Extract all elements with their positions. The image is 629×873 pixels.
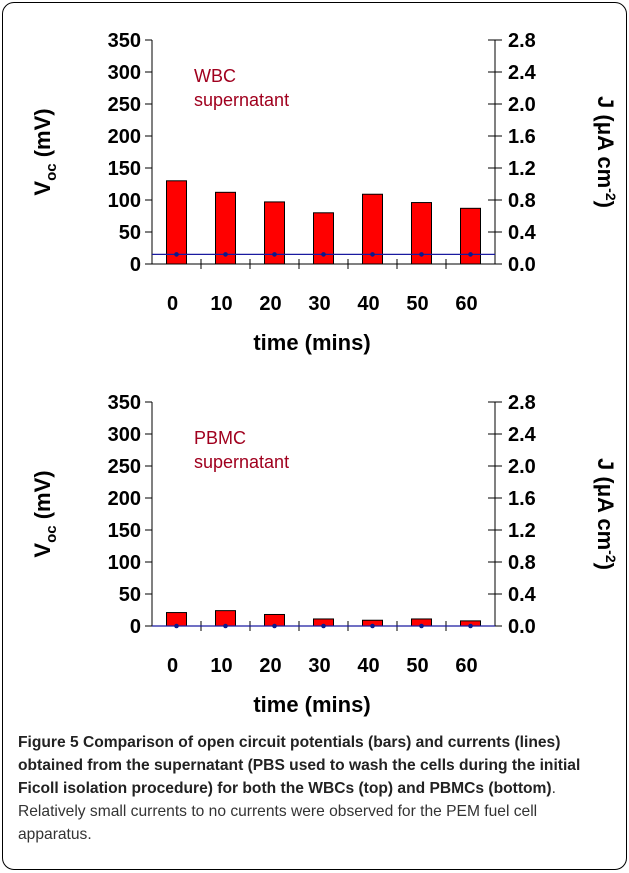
- y-tick-label: 200: [108, 126, 141, 148]
- y-tick-label: 300: [108, 62, 141, 84]
- y-tick-label: 150: [108, 520, 141, 542]
- y2-tick-label: 1.6: [508, 126, 536, 148]
- current-point-40: [370, 623, 375, 629]
- y2-axis-title: J (μA cm-2): [593, 458, 619, 570]
- chart-annotation-line: supernatant: [194, 90, 289, 110]
- x-tick-label: 30: [308, 293, 330, 315]
- current-point-40: [370, 252, 375, 257]
- x-tick-label: 40: [357, 293, 379, 315]
- y2-tick-label: 2.8: [508, 392, 536, 414]
- chart-pbmc: 0501001502002503003500.00.40.81.21.62.02…: [30, 392, 619, 717]
- current-point-10: [223, 252, 228, 257]
- x-tick-label: 60: [455, 293, 477, 315]
- y-tick-label: 350: [108, 392, 141, 414]
- y2-tick-label: 1.6: [508, 488, 536, 510]
- y2-tick-label: 2.0: [508, 94, 536, 116]
- y-tick-label: 0: [130, 616, 141, 638]
- x-tick-label: 50: [406, 655, 428, 677]
- chart-annotation-line: PBMC: [194, 428, 246, 448]
- caption-bold: Figure 5 Comparison of open circuit pote…: [18, 734, 581, 797]
- x-axis-title: time (mins): [253, 692, 370, 717]
- x-tick-label: 20: [259, 293, 281, 315]
- y-tick-label: 50: [119, 222, 141, 244]
- y2-tick-label: 1.2: [508, 158, 536, 180]
- x-axis-title: time (mins): [253, 330, 370, 355]
- y2-tick-label: 0.8: [508, 190, 536, 212]
- y2-tick-label: 0.8: [508, 552, 536, 574]
- current-point-20: [272, 252, 277, 257]
- y2-tick-label: 0.4: [508, 584, 537, 606]
- chart-annotation-line: supernatant: [194, 452, 289, 472]
- x-tick-label: 10: [210, 655, 232, 677]
- x-tick-label: 50: [406, 293, 428, 315]
- y2-tick-label: 0.4: [508, 222, 537, 244]
- y-axis-title: Voc (mV): [30, 108, 60, 195]
- y-tick-label: 200: [108, 488, 141, 510]
- current-point-50: [419, 252, 424, 257]
- y2-tick-label: 0.0: [508, 616, 536, 638]
- chart-wbc: 0501001502002503003500.00.40.81.21.62.02…: [30, 30, 619, 355]
- bar-10: [215, 610, 236, 627]
- y-tick-label: 250: [108, 94, 141, 116]
- current-point-60: [468, 623, 473, 629]
- x-tick-label: 20: [259, 655, 281, 677]
- y-tick-label: 250: [108, 456, 141, 478]
- current-point-60: [468, 252, 473, 257]
- y-tick-label: 100: [108, 190, 141, 212]
- y2-tick-label: 1.2: [508, 520, 536, 542]
- y-tick-label: 0: [130, 254, 141, 276]
- x-tick-label: 0: [167, 293, 178, 315]
- current-point-10: [223, 623, 228, 629]
- y2-tick-label: 2.8: [508, 30, 536, 52]
- x-tick-label: 40: [357, 655, 379, 677]
- x-tick-label: 0: [167, 655, 178, 677]
- y2-tick-label: 0.0: [508, 254, 536, 276]
- y-axis-title: Voc (mV): [30, 470, 60, 557]
- caption-rest: . Relatively small currents to no curren…: [18, 780, 556, 843]
- x-tick-label: 30: [308, 655, 330, 677]
- y-tick-label: 300: [108, 424, 141, 446]
- y2-tick-label: 2.4: [508, 62, 537, 84]
- y-tick-label: 150: [108, 158, 141, 180]
- current-point-0: [174, 623, 179, 629]
- figure-caption: Figure 5 Comparison of open circuit pote…: [18, 731, 610, 846]
- y2-axis-title: J (μA cm-2): [593, 96, 619, 208]
- current-point-0: [174, 252, 179, 257]
- y-tick-label: 350: [108, 30, 141, 52]
- y2-tick-label: 2.4: [508, 424, 537, 446]
- x-tick-label: 60: [455, 655, 477, 677]
- current-point-50: [419, 623, 424, 629]
- current-point-30: [321, 252, 326, 257]
- current-point-20: [272, 623, 277, 629]
- current-point-30: [321, 623, 326, 629]
- y2-tick-label: 2.0: [508, 456, 536, 478]
- y-tick-label: 50: [119, 584, 141, 606]
- chart-annotation-line: WBC: [194, 66, 236, 86]
- y-tick-label: 100: [108, 552, 141, 574]
- x-tick-label: 10: [210, 293, 232, 315]
- bar-0: [166, 180, 187, 265]
